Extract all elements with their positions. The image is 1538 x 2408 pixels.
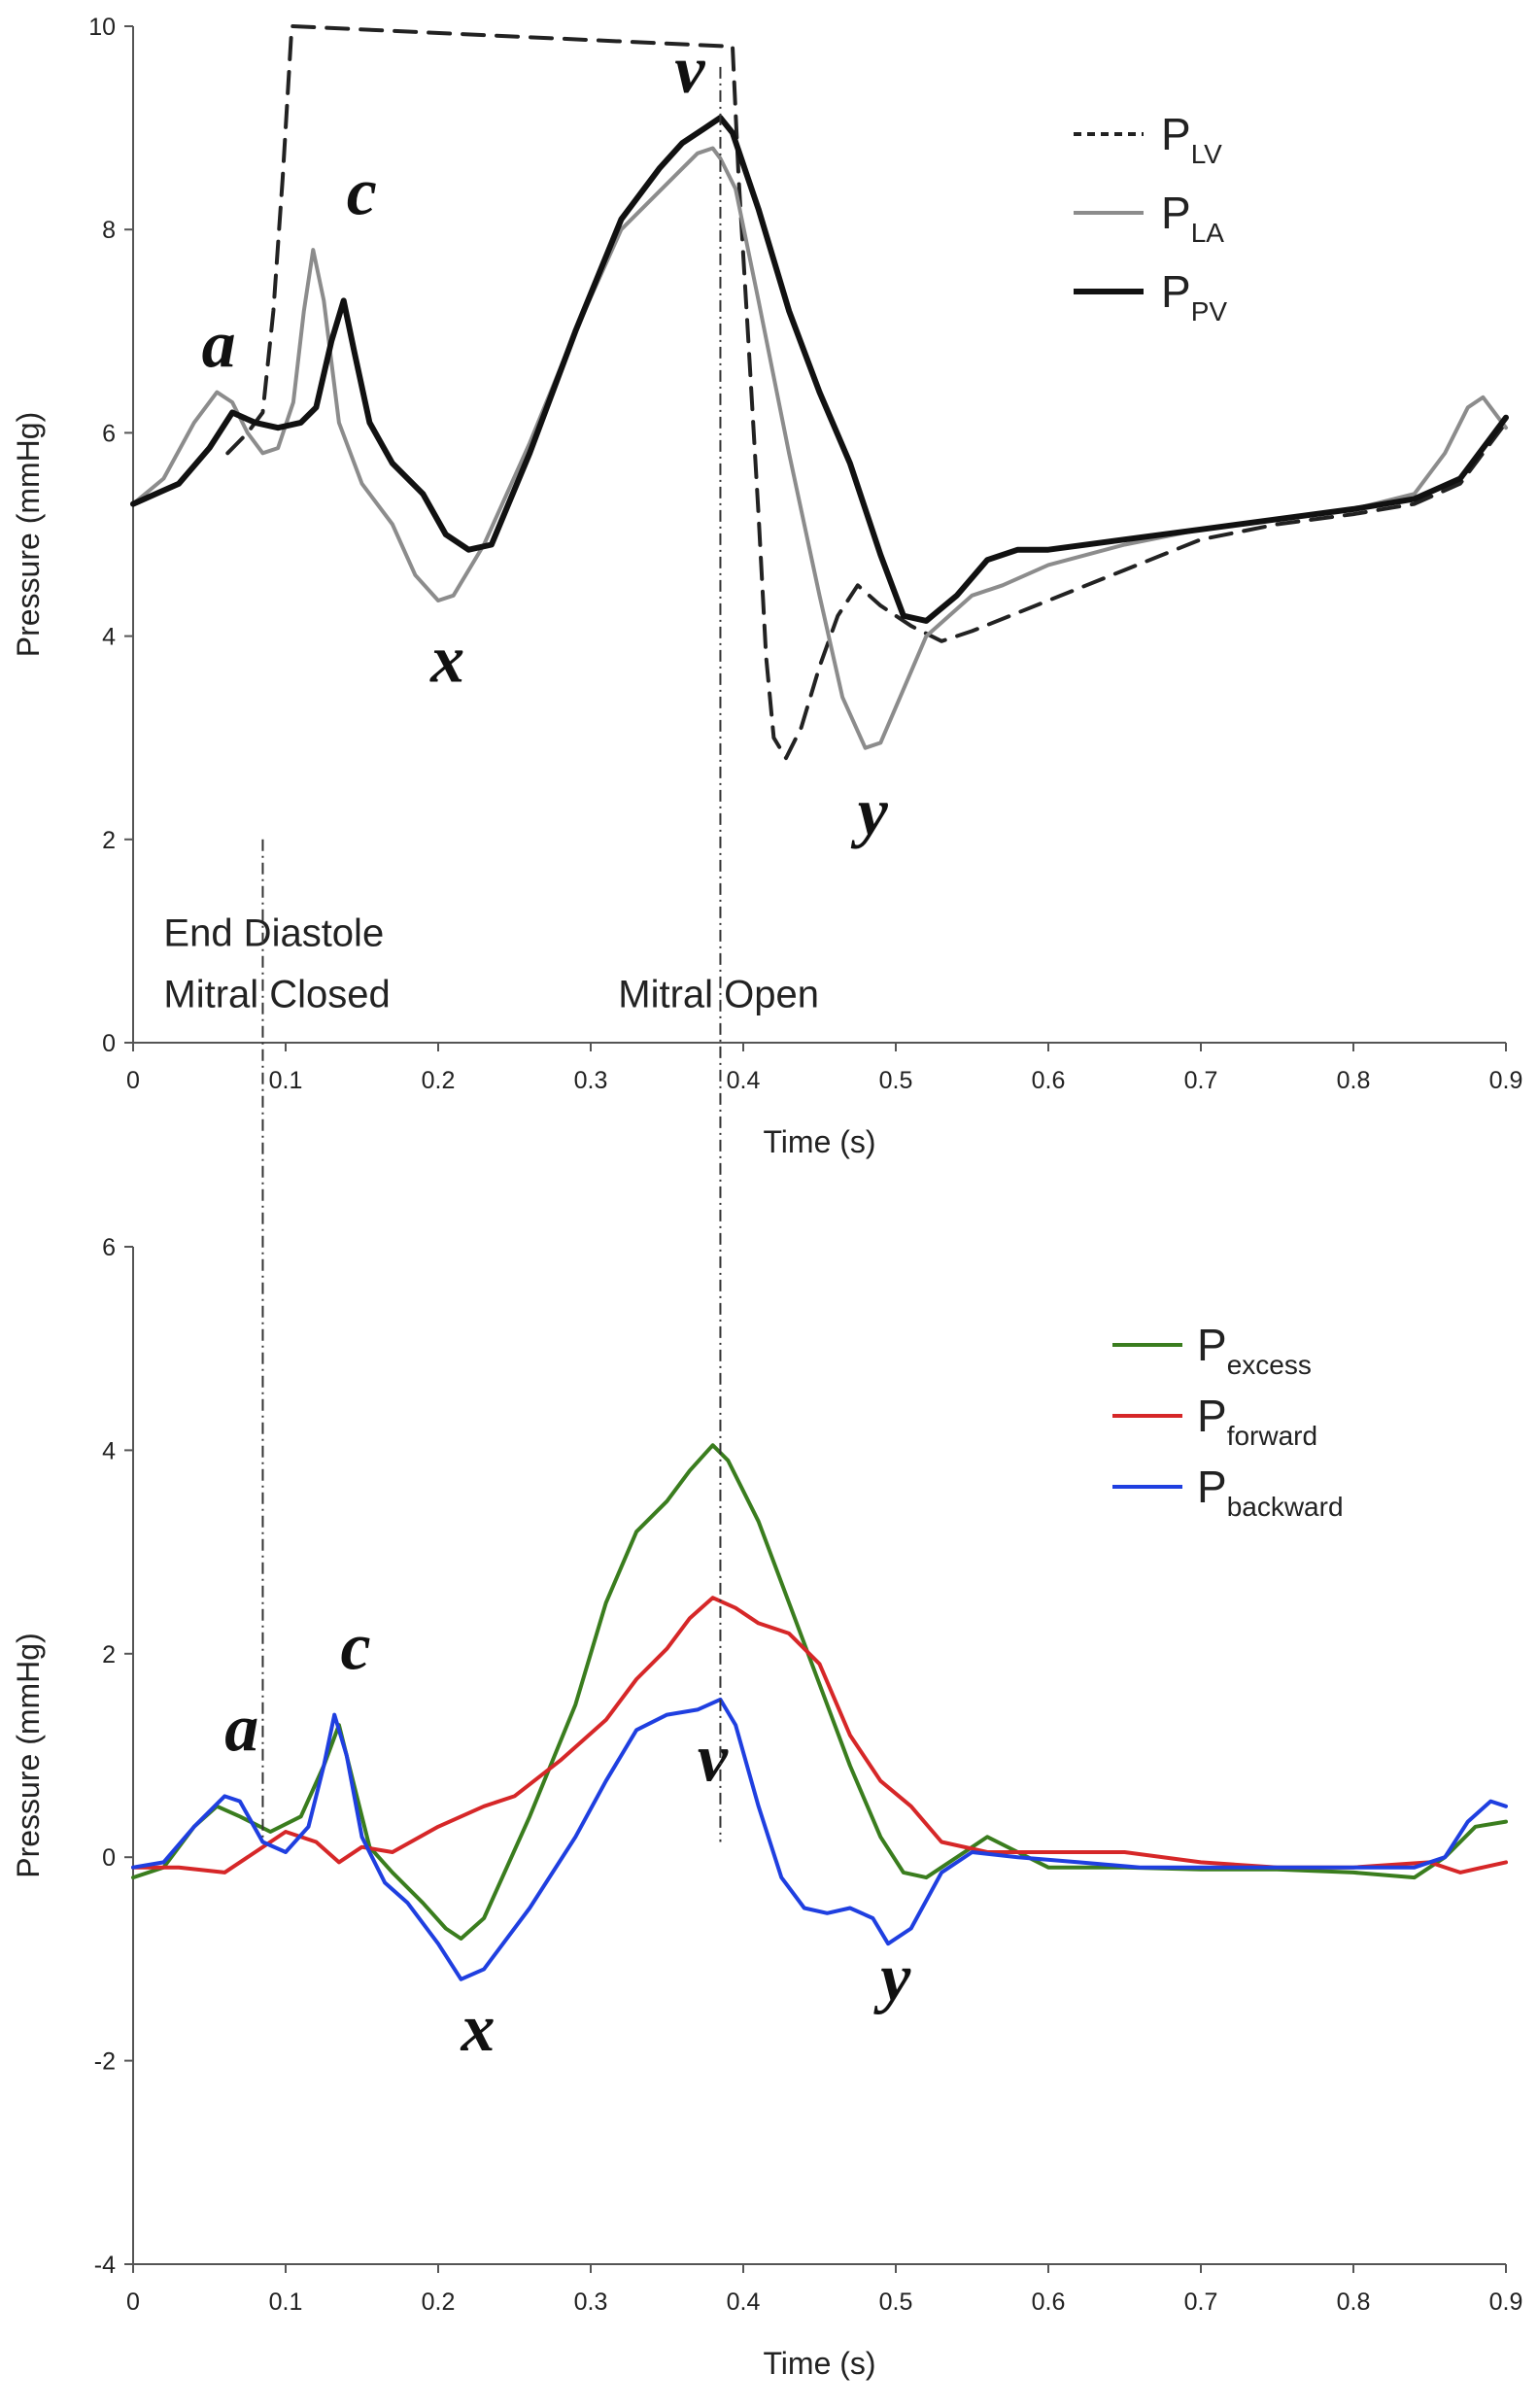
bottom-y-tick-label: 2 [102,1641,116,1668]
top-series-pv-line [130,115,1509,624]
top-x-tick-label: 0.5 [879,1067,913,1094]
bottom-x-tick-label: 0.5 [879,2288,913,2316]
top-series-lv-line [225,24,1508,761]
bottom-wave-label-x: x [461,1991,496,2066]
bottom-y-tick-label: 0 [102,1844,116,1872]
top-annotation-text: End Diastole [163,912,384,955]
top-x-tick-label: 0.2 [422,1067,456,1094]
top-y-tick-label: 2 [102,827,116,854]
bottom-series-forward-line [131,1596,1508,1875]
bottom-x-tick-label: 0.8 [1337,2288,1371,2316]
bottom-legend-subscript: backward [1227,1492,1344,1522]
top-x-tick-label: 0.6 [1032,1067,1066,1094]
bottom-legend-subscript: forward [1227,1421,1317,1451]
bottom-wave-panel: -4 -2 0 2 4 6 0 0.1 0.2 0.3 0.4 0.5 0.6 0.7 0.8 0.9 Pres… [11,1234,1522,2381]
bottom-x-axis-title: Time (s) [763,2346,875,2381]
bottom-legend-label-backward: Pbackward [1197,1462,1344,1522]
bottom-wave-label-c: c [341,1610,371,1685]
bottom-y-axis-title: Pressure (mmHg) [11,1633,46,1877]
top-x-tick-label: 0.3 [574,1067,608,1094]
top-x-axis-title: Time (s) [763,1124,875,1159]
bottom-x-tick-label: 0.1 [269,2288,303,2316]
top-y-tick-label: 0 [102,1030,116,1057]
top-wave-label-c: c [347,155,377,230]
bottom-x-tick-label: 0.2 [422,2288,456,2316]
top-y-tick-label: 4 [102,624,116,651]
top-wave-label-a: a [202,307,236,382]
bottom-x-tick-label: 0.7 [1184,2288,1218,2316]
bottom-wave-label-a: a [224,1691,258,1766]
bottom-series-backward-line [131,1697,1508,1981]
top-x-tick-label: 0 [126,1067,140,1094]
bottom-y-tick-label: -4 [94,2252,116,2279]
top-wave-label-x: x [429,623,464,698]
top-annotation-text: Mitral Open [618,973,819,1015]
top-y-tick-label: 8 [102,217,116,244]
top-x-tick-label: 0.1 [269,1067,303,1094]
event-marker-lines [261,66,722,1842]
bottom-x-tick-label: 0.6 [1032,2288,1066,2316]
top-legend-subscript: PV [1191,296,1228,327]
bottom-wave-label-v: v [698,1722,729,1797]
top-pressure-panel: 0 2 4 6 8 10 0 0.1 0.2 0.3 0.4 0.5 0.6 0.7 0.8 0.9 Press… [11,14,1522,1159]
bottom-x-tick-label: 0.3 [574,2288,608,2316]
bottom-legend-label-forward: Pforward [1197,1391,1317,1451]
top-x-tick-label: 0.8 [1337,1067,1371,1094]
top-y-tick-label: 10 [88,14,116,41]
top-y-tick-label: 6 [102,420,116,447]
top-x-tick-label: 0.4 [727,1067,761,1094]
bottom-x-tick-label: 0.4 [727,2288,761,2316]
top-legend-label-lv: PLV [1161,109,1222,169]
bottom-x-tick-label: 0 [126,2288,140,2316]
bottom-y-tick-label: -2 [94,2048,116,2076]
bottom-x-tick-label: 0.9 [1489,2288,1523,2316]
top-wave-label-y: y [851,775,889,850]
top-legend-subscript: LV [1191,139,1222,169]
bottom-y-tick-label: 4 [102,1437,116,1464]
top-legend-label-pv: PPV [1161,266,1227,327]
top-legend-subscript: LA [1191,218,1225,248]
bottom-legend-label-excess: Pexcess [1197,1320,1312,1380]
bottom-y-tick-label: 6 [102,1234,116,1261]
top-annotation-text: Mitral Closed [163,973,390,1015]
bottom-legend-subscript: excess [1227,1350,1312,1380]
top-x-tick-label: 0.9 [1489,1067,1523,1094]
top-series-la-line [131,146,1508,750]
bottom-wave-label-y: y [873,1941,911,2015]
top-y-axis-title: Pressure (mmHg) [11,412,46,657]
top-x-tick-label: 0.7 [1184,1067,1218,1094]
top-legend-label-la: PLA [1161,188,1224,248]
top-wave-label-v: v [674,33,705,108]
